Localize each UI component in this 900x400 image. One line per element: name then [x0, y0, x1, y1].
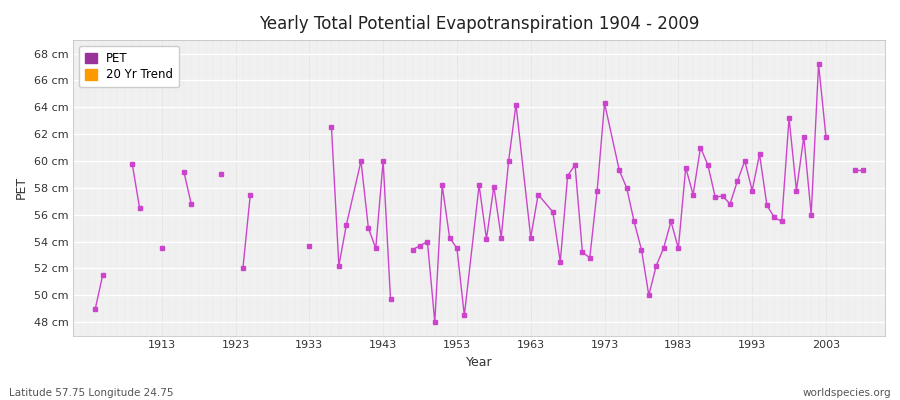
Text: worldspecies.org: worldspecies.org — [803, 388, 891, 398]
Text: Latitude 57.75 Longitude 24.75: Latitude 57.75 Longitude 24.75 — [9, 388, 174, 398]
Legend: PET, 20 Yr Trend: PET, 20 Yr Trend — [79, 46, 179, 87]
Y-axis label: PET: PET — [15, 176, 28, 200]
Title: Yearly Total Potential Evapotranspiration 1904 - 2009: Yearly Total Potential Evapotranspiratio… — [259, 15, 699, 33]
X-axis label: Year: Year — [466, 356, 492, 369]
